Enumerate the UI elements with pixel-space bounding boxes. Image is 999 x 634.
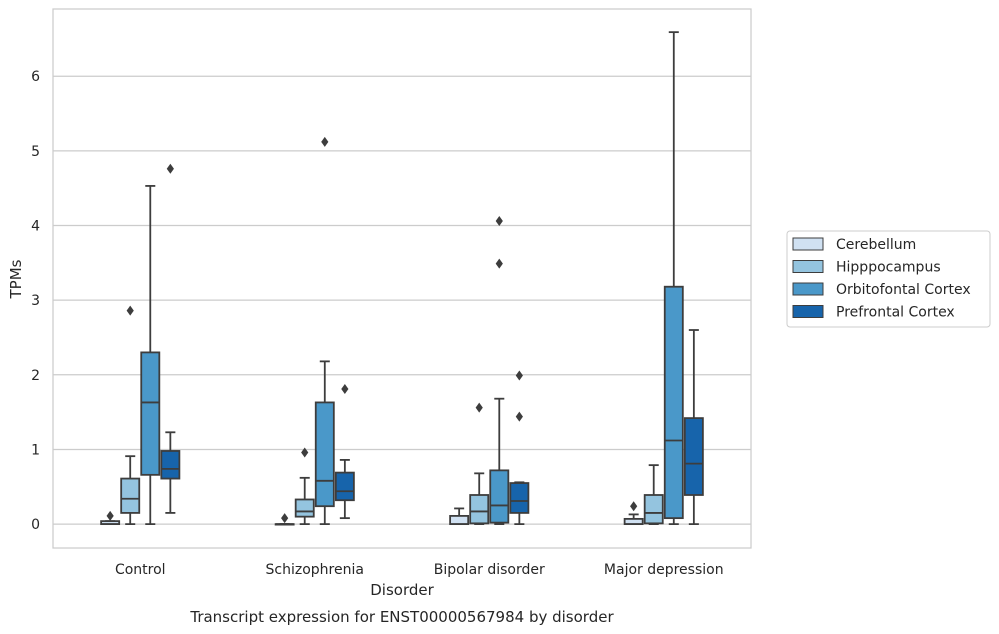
y-tick-label: 0	[31, 517, 40, 533]
box-plot	[469, 402, 490, 526]
box-iqr	[663, 285, 684, 520]
outlier-point	[630, 501, 638, 512]
legend-frame	[786, 230, 991, 328]
outlier-point	[495, 258, 503, 269]
box-plot	[314, 136, 335, 526]
y-tick-label: 2	[31, 368, 40, 384]
box-iqr	[160, 450, 181, 480]
box-iqr	[140, 351, 161, 476]
y-tick-label: 6	[31, 69, 40, 85]
x-tick-label: Major depression	[604, 562, 724, 578]
box-iqr	[314, 401, 335, 508]
legend-label: Cerebellum	[836, 237, 916, 253]
box-plot	[120, 305, 141, 526]
box-plot	[643, 464, 664, 526]
series-group	[140, 31, 684, 526]
legend-swatch	[792, 282, 824, 296]
box-iqr	[449, 514, 470, 526]
outlier-point	[341, 383, 349, 394]
y-tick-label: 3	[31, 293, 40, 309]
outlier-point	[495, 216, 503, 227]
series-group	[100, 501, 644, 526]
legend-label: Hipppocampus	[836, 260, 941, 276]
legend-swatch	[792, 305, 824, 318]
outlier-point	[515, 370, 523, 381]
y-tick-labels: 0 1 2 3 4 5 6	[31, 69, 40, 533]
x-axis-label: Disorder	[370, 581, 434, 599]
outlier-point	[106, 510, 114, 521]
outlier-point	[301, 447, 309, 458]
box-plot	[623, 501, 644, 526]
boxes	[100, 31, 704, 526]
box-iqr	[120, 477, 141, 514]
outlier-point	[281, 513, 289, 524]
box-iqr	[294, 498, 315, 518]
series-group	[120, 305, 664, 526]
y-tick-label: 4	[31, 218, 40, 234]
chart-caption: Transcript expression for ENST0000056798…	[189, 608, 614, 626]
legend-label: Orbitofontal Cortex	[836, 282, 971, 298]
x-tick-label: Control	[115, 562, 166, 578]
series-group	[160, 163, 704, 526]
x-tick-label: Schizophrenia	[266, 562, 364, 578]
box-plot	[294, 447, 315, 526]
box-plot	[449, 507, 470, 526]
gridlines	[53, 75, 751, 525]
box-iqr	[643, 494, 664, 525]
legend-label: Prefrontal Cortex	[836, 305, 955, 321]
box-plot	[160, 163, 181, 514]
outlier-point	[126, 305, 134, 316]
x-tick-label: Bipolar disorder	[434, 562, 545, 578]
y-tick-label: 5	[31, 144, 40, 160]
box-iqr	[509, 482, 530, 514]
y-axis-label: TPMs	[7, 259, 25, 299]
legend-swatch	[792, 260, 824, 273]
box-plot	[140, 185, 161, 526]
box-plot	[663, 31, 684, 526]
box-plot	[100, 510, 121, 526]
legend: Cerebellum Hipppocampus Orbitofontal Corte…	[786, 230, 991, 328]
box-iqr	[334, 471, 355, 502]
legend-swatch	[792, 237, 824, 251]
box-iqr	[469, 494, 490, 525]
outlier-point	[515, 411, 523, 422]
box-plot	[334, 383, 355, 520]
outlier-point	[166, 163, 174, 174]
box-iqr	[683, 417, 704, 496]
box-iqr	[489, 469, 510, 524]
x-tick-labels: Control Schizophrenia Bipolar disorder Majo…	[115, 562, 724, 578]
plot-frame	[52, 8, 752, 549]
box-plot	[489, 216, 510, 526]
box-plot	[509, 370, 530, 526]
outlier-point	[321, 136, 329, 147]
outlier-point	[475, 402, 483, 413]
y-tick-label: 1	[31, 442, 40, 458]
box-plot	[683, 329, 704, 526]
box-plot	[274, 513, 295, 526]
